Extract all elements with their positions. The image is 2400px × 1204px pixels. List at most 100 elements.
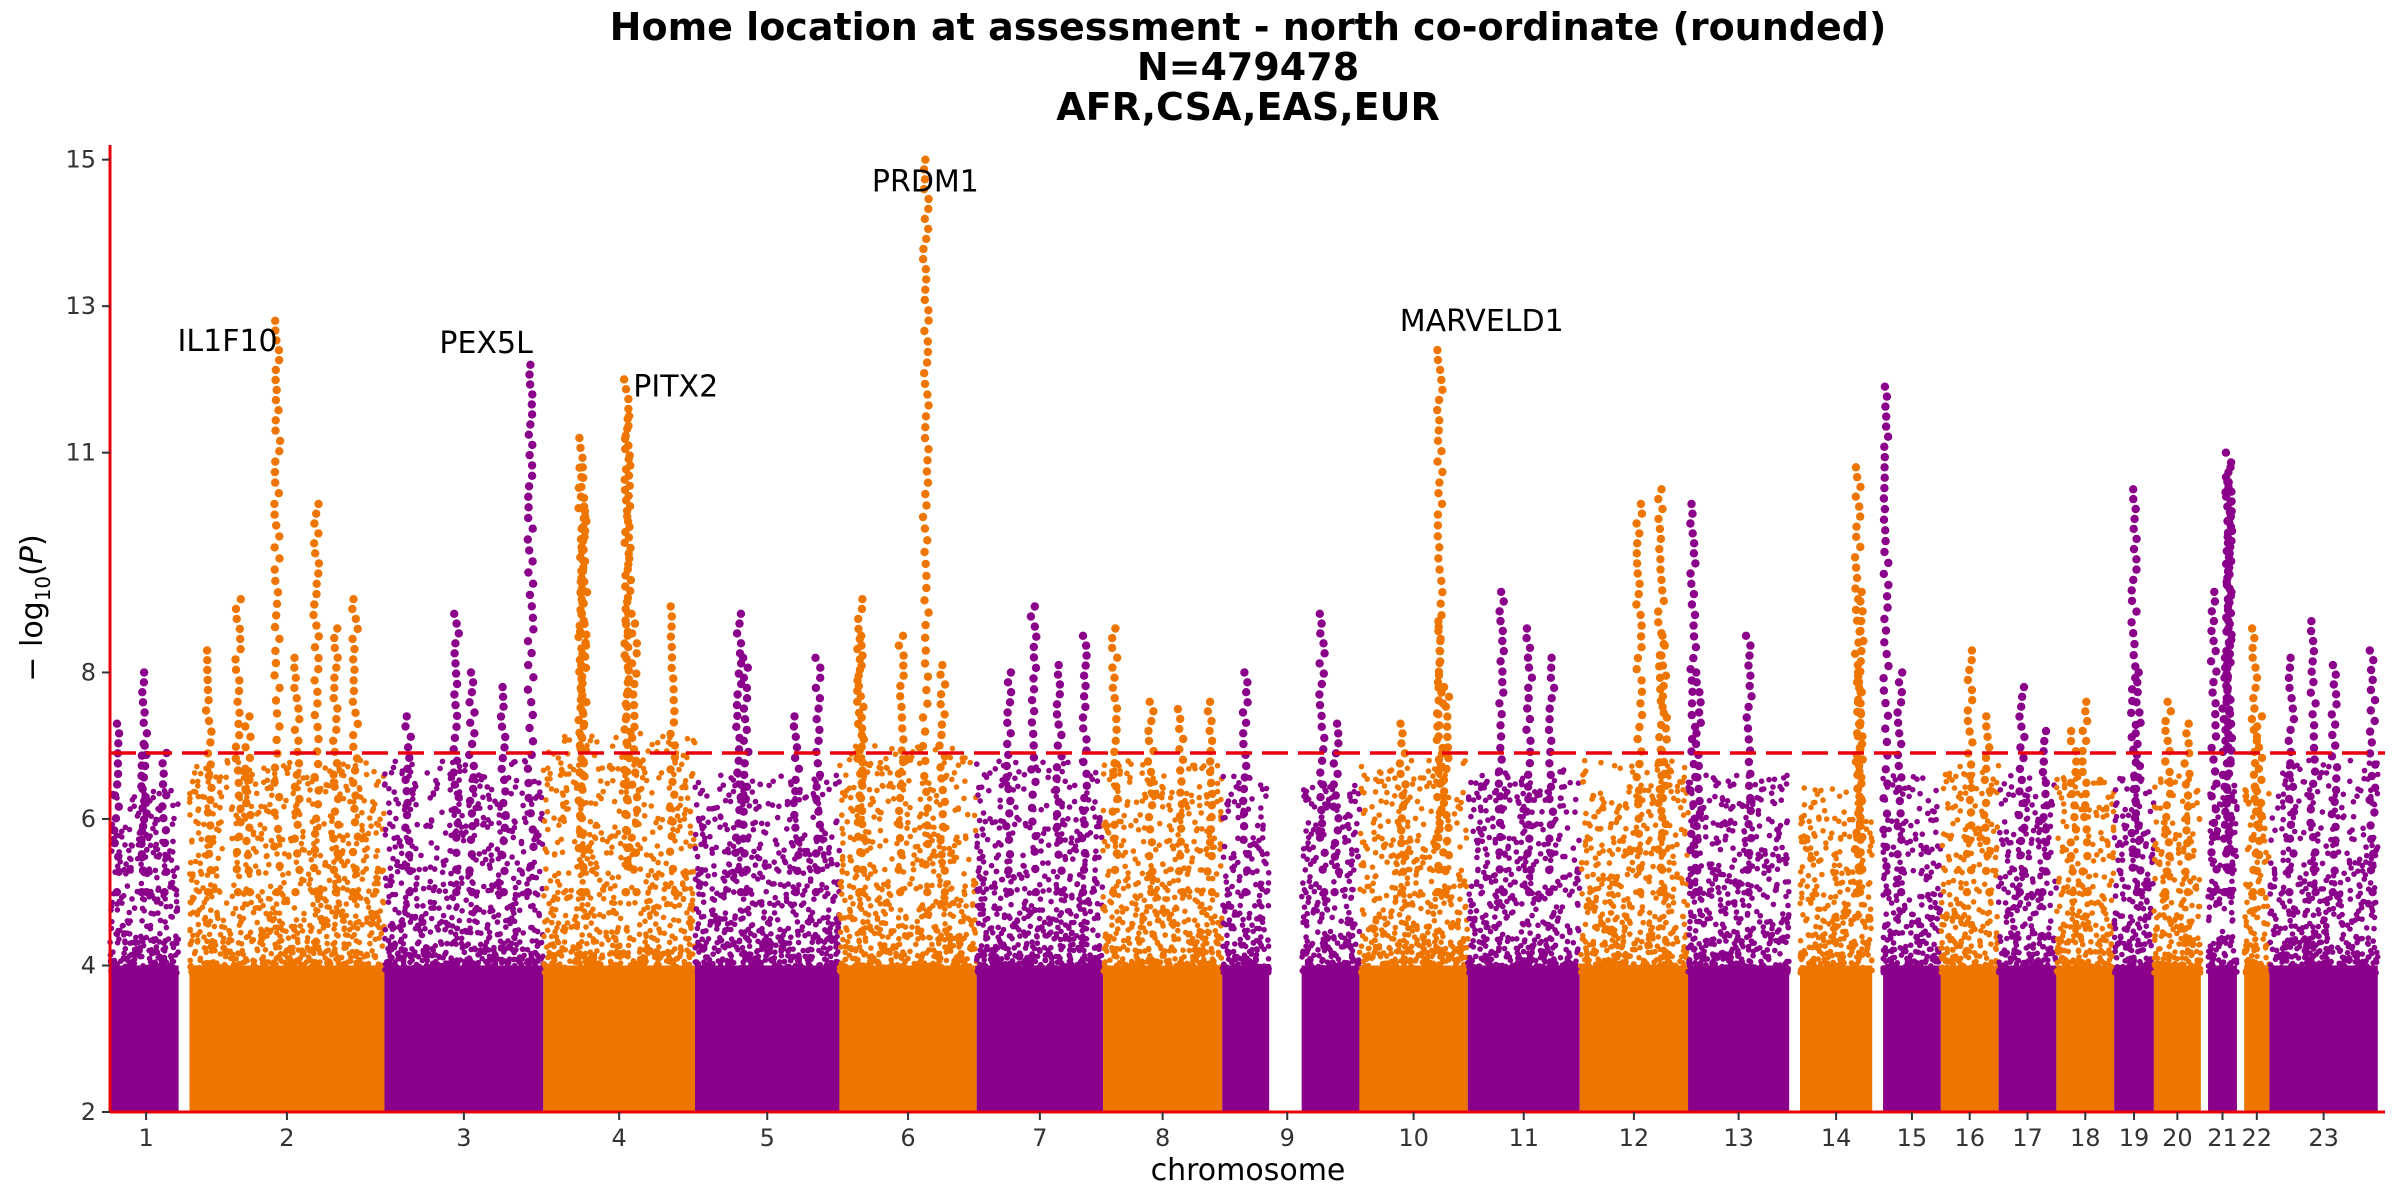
snp-point — [538, 939, 545, 946]
peak-point — [579, 863, 588, 872]
snp-point — [338, 912, 345, 919]
snp-point — [173, 937, 179, 944]
snp-point — [767, 915, 774, 922]
snp-point — [828, 938, 835, 944]
snp-point — [312, 852, 318, 859]
snp-point — [477, 783, 483, 789]
snp-point — [700, 899, 707, 905]
snp-point — [236, 922, 243, 928]
snp-point — [272, 910, 279, 916]
snp-point — [322, 765, 329, 771]
snp-point — [539, 810, 545, 817]
snp-point — [127, 806, 133, 812]
snp-point — [698, 822, 705, 829]
peak-point — [582, 588, 592, 597]
snp-point — [642, 955, 649, 961]
snp-point — [394, 868, 401, 875]
snp-point — [640, 969, 646, 976]
peak-point — [497, 722, 507, 731]
peak-point — [665, 847, 675, 856]
peak-point — [329, 736, 338, 745]
snp-point — [749, 900, 756, 906]
peak-point — [402, 787, 411, 796]
snp-point — [147, 958, 154, 965]
snp-point — [119, 828, 125, 835]
snp-point — [731, 876, 737, 883]
snp-point — [768, 956, 775, 962]
snp-point — [879, 886, 885, 893]
peak-point — [523, 685, 533, 694]
snp-point — [428, 817, 435, 823]
snp-point — [258, 937, 264, 944]
snp-point — [130, 951, 137, 957]
peak-point — [792, 743, 802, 752]
snp-point — [194, 909, 201, 916]
peak-point — [631, 819, 641, 828]
snp-point — [822, 927, 828, 933]
snp-point — [709, 886, 715, 892]
peak-point — [497, 764, 506, 774]
peak-point — [274, 406, 283, 415]
snp-point — [656, 904, 662, 910]
peak-point — [162, 791, 171, 800]
snp-point — [833, 958, 839, 965]
snp-point — [693, 959, 700, 965]
snp-point — [729, 941, 736, 948]
snp-point — [816, 947, 822, 954]
snp-point — [247, 968, 253, 974]
snp-point — [615, 874, 622, 880]
snp-point — [687, 915, 693, 921]
peak-top-point — [575, 433, 584, 443]
snp-point — [640, 757, 646, 763]
snp-point — [217, 931, 224, 938]
peak-point — [623, 597, 632, 607]
snp-point — [313, 937, 320, 943]
peak-point — [231, 665, 241, 674]
peak-point — [142, 809, 151, 818]
chromosome-6-points — [836, 155, 980, 1112]
peak-point — [582, 517, 591, 526]
title-line-2: N=479478 — [1137, 45, 1359, 89]
snp-point — [236, 913, 243, 920]
peak-point — [204, 849, 214, 859]
snp-point — [163, 924, 170, 931]
snp-point — [807, 876, 814, 882]
snp-point — [199, 793, 206, 800]
snp-point — [596, 911, 603, 918]
snp-point — [396, 910, 402, 916]
snp-point — [740, 963, 747, 970]
snp-point — [316, 947, 323, 953]
snp-point — [541, 893, 547, 899]
peak-point — [498, 851, 507, 860]
snp-point — [728, 926, 734, 933]
snp-point — [141, 896, 148, 903]
snp-point — [279, 920, 286, 927]
peak-point — [270, 671, 279, 680]
snp-point — [497, 938, 504, 944]
snp-point — [240, 968, 246, 975]
peak-point — [452, 711, 462, 721]
peak-top-point — [578, 463, 587, 472]
snp-point — [440, 858, 447, 865]
snp-point — [698, 867, 705, 873]
peak-point — [527, 410, 537, 419]
peak-point — [310, 600, 319, 609]
peak-point — [314, 786, 323, 795]
snp-point — [428, 964, 434, 970]
chromosome-4-points — [540, 375, 698, 1112]
snp-point — [910, 861, 916, 867]
snp-point — [510, 907, 516, 914]
snp-point — [597, 877, 603, 883]
peak-point — [632, 888, 641, 897]
peak-point — [406, 866, 415, 876]
snp-point — [439, 758, 446, 765]
snp-point — [717, 786, 723, 792]
snp-point — [276, 910, 283, 916]
peak-point — [527, 602, 536, 611]
peak-point — [580, 577, 589, 586]
snp-point — [129, 896, 135, 902]
snp-point — [494, 968, 500, 974]
snp-point — [833, 951, 839, 957]
snp-point — [615, 766, 621, 772]
peak-top-point — [811, 653, 820, 662]
